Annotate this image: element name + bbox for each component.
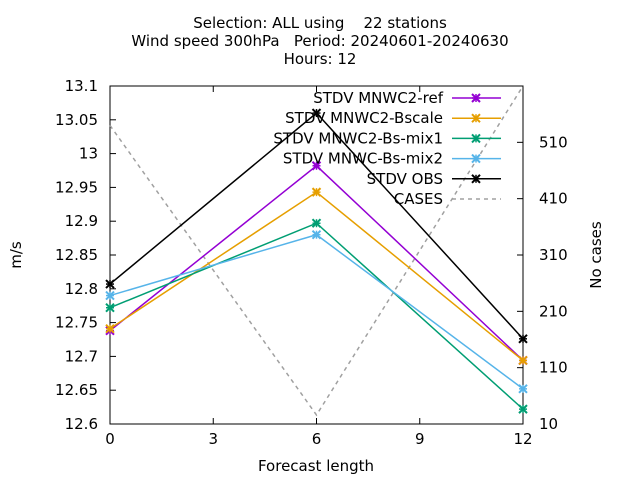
x-tick-label: 12 xyxy=(513,430,532,448)
series-line-cases xyxy=(109,85,524,417)
data-point-stdv-mnwc2-bs-mix1 xyxy=(105,303,115,313)
y2-tick-label: 10 xyxy=(539,415,558,433)
data-point-stdv-mnwc2-ref xyxy=(311,161,322,171)
data-point-stdv-obs xyxy=(518,334,528,344)
legend-marker-stdv-obs xyxy=(471,174,481,184)
series-group xyxy=(105,85,528,417)
chart-title-line-3: Hours: 12 xyxy=(283,50,357,68)
chart-title-line-2: Wind speed 300hPa Period: 20240601-20240… xyxy=(131,32,509,50)
data-point-stdv-mnwc2-bs-mix1 xyxy=(311,218,322,228)
x-tick-label: 6 xyxy=(312,430,322,448)
legend-label-stdv-obs: STDV OBS xyxy=(367,170,443,188)
y-tick-label: 12.75 xyxy=(55,314,98,332)
series-line-stdv-mnwc-bs-mix2 xyxy=(109,233,524,390)
y-tick-label: 12.7 xyxy=(65,347,98,365)
x-tick-label: 3 xyxy=(208,430,218,448)
y-axis-label: m/s xyxy=(7,241,25,269)
y2-tick-label: 310 xyxy=(539,246,568,264)
chart-title-line-1: Selection: ALL using 22 stations xyxy=(193,14,447,32)
y-tick-label: 12.95 xyxy=(55,178,98,196)
data-point-stdv-mnwc-bs-mix2 xyxy=(518,384,528,394)
y2-axis-label: No cases xyxy=(587,221,605,289)
y-tick-label: 13 xyxy=(79,145,98,163)
legend-marker-stdv-mnwc2-bs-mix1 xyxy=(471,133,481,144)
data-point-stdv-mnwc2-bscale xyxy=(105,323,115,334)
y-tick-label: 12.9 xyxy=(65,212,98,230)
legend-label-stdv-mnwc2-bscale: STDV MNWC2-Bscale xyxy=(285,109,443,127)
data-point-stdv-obs xyxy=(105,279,115,289)
y2-tick-label: 210 xyxy=(539,302,568,320)
series-line-stdv-mnwc2-bscale xyxy=(109,191,524,362)
y-tick-label: 12.8 xyxy=(65,280,98,298)
y-tick-label: 13.05 xyxy=(55,111,98,129)
x-tick-label: 9 xyxy=(415,430,425,448)
series-line-stdv-mnwc2-bs-mix1 xyxy=(109,222,524,410)
y2-tick-label: 410 xyxy=(539,190,568,208)
y-tick-label: 13.1 xyxy=(65,77,98,95)
y2-tick-label: 510 xyxy=(539,133,568,151)
legend-marker-stdv-mnwc2-bscale xyxy=(471,113,481,123)
y-tick-label: 12.6 xyxy=(65,415,98,433)
tick-group: 0 3 6 9 12 12.6 12.65 12.7 12.75 12.8 12.85 12.9 12.… xyxy=(55,77,568,448)
legend-label-stdv-mnwc-bs-mix2: STDV MNWC-Bs-mix2 xyxy=(283,150,443,168)
y2-tick-label: 110 xyxy=(539,359,568,377)
legend-label-cases: CASES xyxy=(394,190,443,208)
legend-marker-stdv-mnwc2-ref xyxy=(471,93,481,103)
legend: STDV MNWC2-ref STDV MNWC2-Bscale STDV MNWC… xyxy=(273,89,501,208)
data-point-stdv-mnwc2-bs-mix1 xyxy=(518,404,528,414)
y-tick-label: 12.85 xyxy=(55,246,98,264)
data-point-stdv-mnwc-bs-mix2 xyxy=(105,290,115,301)
data-point-stdv-mnwc2-bscale xyxy=(518,355,528,366)
data-point-stdv-obs xyxy=(311,108,322,118)
x-axis-label: Forecast length xyxy=(258,457,374,475)
legend-label-stdv-mnwc2-bs-mix1: STDV MNWC2-Bs-mix1 xyxy=(273,129,443,147)
data-point-stdv-mnwc-bs-mix2 xyxy=(311,230,322,240)
x-tick-label: 0 xyxy=(105,430,115,448)
legend-marker-stdv-mnwc-bs-mix2 xyxy=(471,153,481,164)
data-point-stdv-mnwc2-bscale xyxy=(311,187,322,197)
legend-label-stdv-mnwc2-ref: STDV MNWC2-ref xyxy=(313,89,443,107)
y-tick-label: 12.65 xyxy=(55,381,98,399)
